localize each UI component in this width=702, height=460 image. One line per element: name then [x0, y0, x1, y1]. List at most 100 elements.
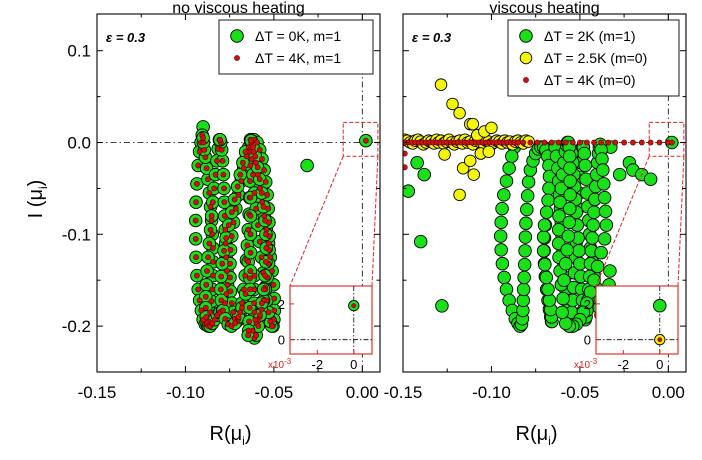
data-point: [265, 309, 272, 316]
data-point: [247, 162, 254, 169]
data-point: [239, 304, 245, 311]
data-point: [413, 234, 428, 249]
data-point: [196, 297, 203, 304]
legend-label: ΔT = 2.5K (m=0): [544, 50, 647, 66]
data-point: [577, 146, 592, 161]
data-point: [258, 306, 265, 313]
legend-marker: [234, 55, 240, 61]
data-point: [203, 281, 210, 288]
legend-label: ΔT = 0K, m=1: [255, 28, 341, 44]
data-point: [223, 291, 230, 297]
data-point: [557, 273, 571, 287]
data-point: [251, 300, 257, 307]
data-point: [232, 320, 238, 327]
data-point: [258, 300, 265, 307]
data-point: [542, 293, 557, 308]
data-point: [256, 238, 263, 245]
data-point: [218, 146, 225, 153]
data-point: [605, 139, 612, 146]
data-point: [563, 201, 577, 216]
data-point: [271, 295, 278, 302]
data-point: [205, 254, 211, 261]
data-point: [206, 190, 213, 196]
x-tick-label: 0.00: [652, 383, 685, 402]
data-point: [587, 205, 601, 220]
data-point: [453, 106, 466, 120]
data-point: [264, 191, 271, 198]
x-tick-label: -0.05: [561, 383, 600, 402]
data-point: [228, 233, 235, 240]
data-point: [247, 249, 254, 256]
data-point: [562, 215, 577, 230]
epsilon-annotation: ε = 0.3: [412, 30, 452, 45]
data-point: [193, 254, 199, 261]
data-point: [217, 136, 223, 143]
data-point: [234, 183, 241, 190]
x-axis-label-sub: i: [548, 434, 551, 448]
data-point: [238, 178, 245, 184]
inset-y-tick-label: 0: [278, 333, 285, 348]
data-point: [230, 309, 237, 316]
data-point: [520, 189, 535, 203]
data-layer: [97, 14, 380, 372]
y-axis-label-close: ): [25, 180, 47, 187]
data-point: [300, 158, 314, 173]
legend-label: ΔT = 4K (m=0): [544, 72, 636, 88]
data-point: [505, 149, 519, 164]
data-point: [520, 139, 527, 146]
data-point: [195, 286, 202, 293]
data-point: [590, 259, 605, 274]
data-point: [192, 235, 199, 242]
data-point: [630, 139, 636, 146]
data-point: [245, 332, 252, 339]
inset-x-tick-label: -2: [618, 357, 630, 372]
data-point: [260, 203, 267, 210]
data-point: [538, 257, 552, 272]
inset-y-tick-label: 2: [278, 297, 285, 312]
data-point: [202, 304, 209, 311]
data-point: [228, 209, 235, 216]
data-point: [403, 150, 408, 157]
data-point: [201, 146, 208, 153]
data-point: [453, 188, 466, 202]
data-point: [534, 139, 541, 146]
data-point: [237, 171, 244, 178]
data-point: [207, 203, 214, 210]
data-point: [218, 273, 225, 280]
data-point: [485, 121, 498, 135]
data-point: [207, 309, 214, 316]
data-point: [203, 165, 210, 172]
inset: -2 0 0 2 x10-3: [574, 285, 679, 372]
data-point: [227, 260, 233, 267]
data-point: [222, 240, 229, 247]
data-point: [256, 146, 263, 153]
data-point: [497, 270, 511, 285]
data-point: [584, 139, 590, 146]
data-point: [541, 139, 548, 146]
x-axis-label-close: ): [551, 423, 558, 445]
data-point: [495, 201, 509, 216]
data-point: [240, 165, 247, 172]
data-point: [195, 162, 202, 169]
zoom-connector-left: [289, 156, 344, 287]
data-point: [255, 222, 261, 229]
data-point: [220, 171, 227, 178]
data-point: [219, 157, 226, 164]
series-3: [403, 139, 675, 171]
data-point: [253, 205, 260, 212]
data-point: [497, 188, 511, 202]
data-point: [563, 174, 577, 188]
data-point: [596, 163, 610, 177]
data-point: [499, 174, 514, 188]
data-point: [253, 332, 260, 339]
data-point: [417, 167, 431, 182]
plot-frame: [96, 13, 381, 373]
x-tick-label: -0.15: [78, 383, 117, 402]
data-point: [612, 139, 619, 146]
data-point: [494, 215, 508, 230]
data-point: [597, 177, 611, 191]
data-point: [209, 199, 216, 206]
x-tick-label: 0.00: [346, 383, 379, 402]
data-point: [252, 153, 259, 160]
